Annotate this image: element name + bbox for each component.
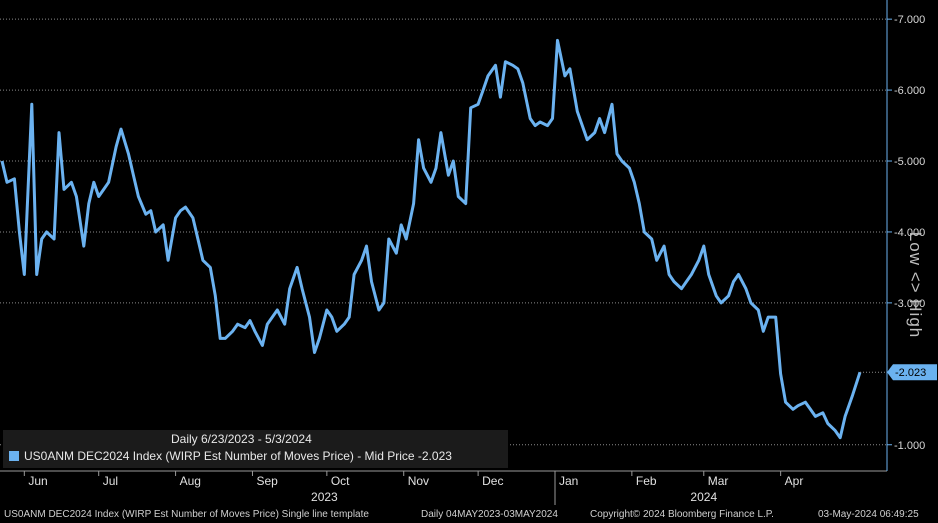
chart-background [0,0,938,507]
x-axis: Jun Jul Aug Sep Oct Nov Dec Jan Feb Mar Apr 2023 202… [0,470,887,505]
y-axis-label: Low <> High [906,232,925,338]
x-tick-label: Mar [708,474,729,488]
x-tick-label: Jan [559,474,578,488]
x-tick-label: Oct [331,474,350,488]
footer-copyright: Copyright© 2024 Bloomberg Finance L.P. [590,509,774,520]
chart: Jun Jul Aug Sep Oct Nov Dec Jan Feb Mar Apr 2023 202… [0,0,938,507]
legend-item[interactable]: US0ANM DEC2024 Index (WIRP Est Number of… [9,449,452,463]
x-tick-label: Sep [256,474,278,488]
x-tick-label: Jul [103,474,118,488]
x-tick-label: Dec [482,474,503,488]
footer: US0ANM DEC2024 Index (WIRP Est Number of… [0,507,938,523]
series-layer: -2.023 [0,38,937,440]
y-tick-label: -5.000 [894,156,925,168]
y-tick-label: -1.000 [894,440,925,452]
last-value-box [887,364,937,381]
footer-range: Daily 04MAY2023-03MAY2024 [421,509,558,520]
year-label: 2024 [690,490,717,504]
last-value-label: -2.023 [895,367,926,379]
x-tick-label: Feb [636,474,657,488]
footer-timestamp: 03-May-2024 06:49:25 [818,509,919,520]
legend-period: Daily 6/23/2023 - 5/3/2024 [171,432,312,446]
year-label: 2023 [311,490,338,504]
y-axis: -7.000 -6.000 -5.000 -4.000 -3.000 -1.000 [886,0,925,471]
x-tick-label: Aug [180,474,201,488]
y-tick-label: -3.000 [894,298,925,310]
y-tick-label: -7.000 [894,14,925,26]
y-tick-label: -4.000 [894,227,925,239]
legend-label: US0ANM DEC2024 Index (WIRP Est Number of… [24,449,452,463]
y-tick-label: -6.000 [894,85,925,97]
legend-swatch [9,451,19,461]
x-tick-label: Nov [408,474,429,488]
footer-template: US0ANM DEC2024 Index (WIRP Est Number of… [4,509,369,520]
legend: Daily 6/23/2023 - 5/3/2024 US0ANM DEC202… [3,430,508,468]
x-tick-label: Apr [785,474,804,488]
series-line [0,38,862,440]
x-tick-label: Jun [28,474,47,488]
